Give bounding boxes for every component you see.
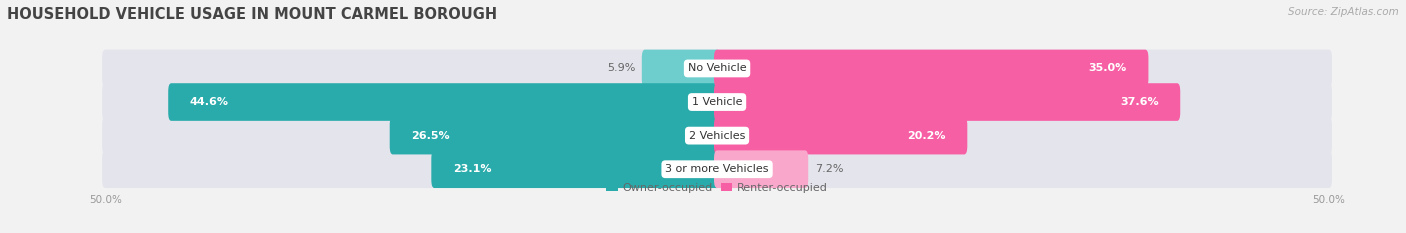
Text: 35.0%: 35.0% (1088, 63, 1128, 73)
Text: 3 or more Vehicles: 3 or more Vehicles (665, 164, 769, 174)
Text: 7.2%: 7.2% (815, 164, 844, 174)
Legend: Owner-occupied, Renter-occupied: Owner-occupied, Renter-occupied (602, 178, 832, 197)
Text: 44.6%: 44.6% (190, 97, 229, 107)
FancyBboxPatch shape (714, 50, 1149, 87)
Text: 37.6%: 37.6% (1121, 97, 1159, 107)
FancyBboxPatch shape (432, 151, 720, 188)
FancyBboxPatch shape (103, 117, 1331, 154)
FancyBboxPatch shape (389, 117, 720, 154)
Text: 5.9%: 5.9% (607, 63, 636, 73)
FancyBboxPatch shape (103, 50, 1331, 87)
FancyBboxPatch shape (714, 117, 967, 154)
Text: 23.1%: 23.1% (453, 164, 491, 174)
Text: HOUSEHOLD VEHICLE USAGE IN MOUNT CARMEL BOROUGH: HOUSEHOLD VEHICLE USAGE IN MOUNT CARMEL … (7, 7, 498, 22)
Text: 2 Vehicles: 2 Vehicles (689, 131, 745, 141)
FancyBboxPatch shape (641, 50, 720, 87)
FancyBboxPatch shape (714, 83, 1180, 121)
FancyBboxPatch shape (103, 151, 1331, 188)
Text: Source: ZipAtlas.com: Source: ZipAtlas.com (1288, 7, 1399, 17)
FancyBboxPatch shape (714, 151, 808, 188)
Text: 26.5%: 26.5% (411, 131, 450, 141)
Text: 1 Vehicle: 1 Vehicle (692, 97, 742, 107)
Text: No Vehicle: No Vehicle (688, 63, 747, 73)
FancyBboxPatch shape (103, 83, 1331, 121)
FancyBboxPatch shape (169, 83, 720, 121)
Text: 20.2%: 20.2% (907, 131, 946, 141)
